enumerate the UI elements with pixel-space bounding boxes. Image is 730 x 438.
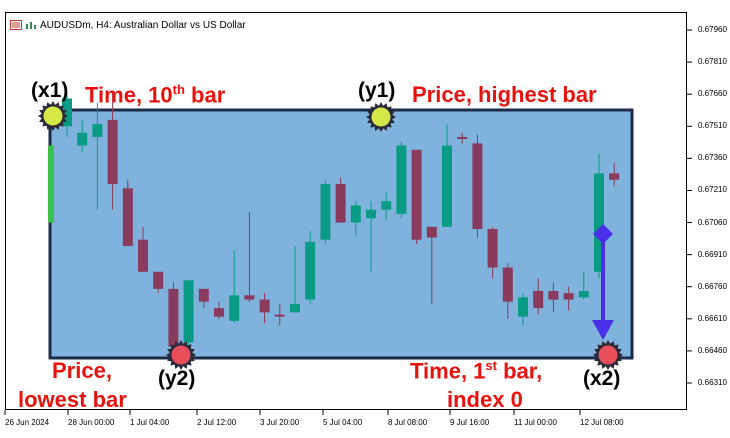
price-tick-label: 0.67360	[698, 153, 727, 163]
price-tick-label: 0.67810	[698, 57, 727, 67]
candle-body[interactable]	[122, 188, 133, 247]
candle-body[interactable]	[168, 288, 179, 347]
price-tick-label: 0.67510	[698, 121, 727, 131]
indicator-icon[interactable]	[25, 20, 37, 30]
candle-body[interactable]	[274, 314, 285, 317]
candle-body[interactable]	[107, 119, 118, 185]
price-tick-label: 0.67060	[698, 217, 727, 227]
chart-window-icon[interactable]	[10, 20, 22, 30]
price-highest-bar-label: Price, highest bar	[412, 82, 597, 107]
candle-body[interactable]	[502, 267, 513, 302]
x2-anchor-point[interactable]	[593, 340, 623, 370]
time-tick-label: 9 Jul 16:00	[450, 418, 490, 427]
x1-label: (x1)	[31, 79, 69, 102]
candle-body[interactable]	[320, 184, 331, 240]
candle-body[interactable]	[183, 280, 194, 343]
time-10th-bar-label: Time, 10th bar	[85, 82, 226, 108]
candle-body[interactable]	[138, 239, 148, 272]
time-tick-label: 28 Jun 00:00	[68, 418, 115, 427]
time-tick-label: 2 Jul 12:00	[197, 418, 237, 427]
price-tick-label: 0.67210	[698, 185, 727, 195]
time-tick-label: 11 Jul 00:00	[514, 418, 557, 427]
price-lowest-label-line2: lowest bar	[18, 387, 127, 412]
candle-body[interactable]	[396, 145, 407, 214]
candle-body[interactable]	[548, 291, 559, 300]
candle-body[interactable]	[518, 297, 528, 317]
candle-body[interactable]	[335, 184, 346, 223]
time-axis-ticks	[4, 410, 581, 415]
time-tick-label: 3 Jul 20:00	[260, 418, 300, 427]
candle-body[interactable]	[153, 271, 164, 289]
candle-body[interactable]	[244, 295, 255, 300]
price-axis-ticks	[687, 29, 692, 384]
chart-title-bar: AUDUSDm, H4: Australian Dollar vs US Dol…	[10, 17, 246, 33]
candle-body[interactable]	[62, 98, 72, 127]
y2-label: (y2)	[158, 367, 196, 390]
candles-group	[48, 94, 620, 351]
price-tick-label: 0.67960	[698, 25, 727, 34]
candle-body[interactable]	[487, 228, 498, 268]
time-tick-label: 12 Jul 08:00	[580, 418, 624, 427]
time-tick-label: 26 Jun 2024	[5, 418, 50, 427]
candle-body[interactable]	[578, 291, 589, 298]
price-tick-label: 0.67660	[698, 89, 727, 99]
range-rectangle[interactable]	[48, 108, 634, 360]
arrow-head	[592, 320, 614, 340]
time-1st-bar-label: Time, 1st bar,	[410, 358, 543, 384]
candle-body[interactable]	[366, 209, 376, 219]
price-tick-label: 0.66760	[698, 281, 727, 291]
candle-body[interactable]	[594, 173, 604, 272]
candle-body[interactable]	[350, 205, 361, 223]
candle-body[interactable]	[259, 299, 270, 313]
candle-body[interactable]	[214, 308, 224, 317]
candle-body[interactable]	[442, 145, 452, 227]
candle-body[interactable]	[472, 143, 483, 229]
price-tick-label: 0.66310	[698, 378, 727, 387]
price-tick-label: 0.66610	[698, 313, 727, 323]
y1-anchor-point[interactable]	[366, 102, 396, 132]
y1-label: (y1)	[358, 79, 396, 102]
candle-body[interactable]	[77, 132, 88, 146]
candle-body[interactable]	[92, 124, 103, 137]
x1-anchor-point[interactable]	[38, 101, 68, 131]
candle-body[interactable]	[411, 149, 422, 240]
candle-body[interactable]	[48, 145, 54, 223]
anchor-points	[38, 101, 623, 370]
y2-anchor-point[interactable]	[166, 340, 196, 370]
index-0-label: index 0	[447, 387, 523, 412]
x2-label: (x2)	[583, 367, 621, 390]
price-lowest-label-line1: Price,	[52, 358, 112, 383]
candle-body[interactable]	[609, 173, 620, 180]
price-tick-label: 0.66460	[698, 345, 727, 355]
candle-body[interactable]	[426, 226, 437, 238]
candle-body[interactable]	[457, 136, 468, 139]
time-tick-label: 5 Jul 04:00	[323, 418, 363, 427]
candle-body[interactable]	[305, 241, 316, 300]
candle-body[interactable]	[381, 201, 392, 210]
candle-body[interactable]	[563, 293, 574, 300]
time-tick-label: 1 Jul 04:00	[130, 418, 170, 427]
candle-body[interactable]	[198, 288, 209, 302]
window-title: AUDUSDm, H4: Australian Dollar vs US Dol…	[40, 19, 246, 31]
candle-body[interactable]	[229, 295, 240, 321]
price-tick-label: 0.66910	[698, 249, 727, 259]
candle-body[interactable]	[533, 291, 544, 309]
candle-body[interactable]	[290, 303, 300, 313]
time-tick-label: 8 Jul 08:00	[388, 418, 428, 427]
arrow-start-diamond[interactable]	[593, 224, 613, 244]
